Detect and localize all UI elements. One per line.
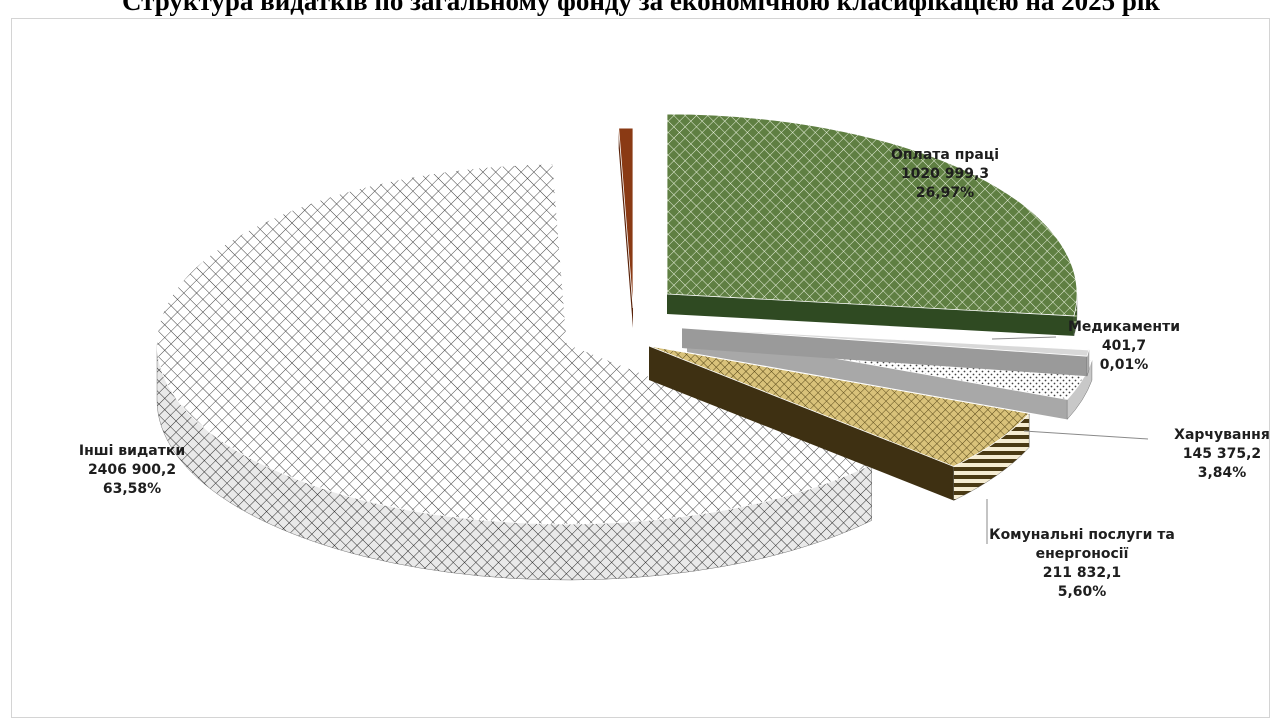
data-label-line: Медикаменти bbox=[1068, 319, 1180, 335]
chart-area: Оплата праці 1020 999,3 26,97% Медикаменти 4… bbox=[11, 18, 1270, 718]
data-label-line: 401,7 bbox=[1102, 338, 1146, 354]
pie-slice-1 bbox=[681, 327, 1090, 377]
slice-top bbox=[666, 113, 1078, 317]
chart-title: Структура видатків по загальному фонду з… bbox=[122, 0, 1160, 16]
data-label-line: 26,97% bbox=[916, 185, 974, 201]
data-label-line: Оплата праці bbox=[891, 147, 999, 163]
data-label-line: 5,60% bbox=[1058, 584, 1107, 600]
slice-wall bbox=[649, 346, 954, 501]
data-label-4: Інші видатки 2406 900,2 63,58% bbox=[79, 443, 185, 497]
slice-top bbox=[156, 163, 873, 525]
data-label-line: Інші видатки bbox=[79, 443, 185, 459]
slice-wall bbox=[667, 294, 1074, 336]
data-label-line: енергоносії bbox=[1036, 546, 1129, 562]
data-label-0: Оплата праці 1020 999,3 26,97% bbox=[891, 147, 999, 201]
slice-top bbox=[648, 345, 1030, 467]
pie-slice-4 bbox=[156, 163, 873, 581]
pie-chart: Оплата праці 1020 999,3 26,97% Медикаменти 4… bbox=[79, 113, 1270, 600]
data-label-3: Комунальні послуги та енергоносії 211 832,… bbox=[989, 527, 1175, 600]
data-label-line: 2406 900,2 bbox=[88, 462, 176, 478]
data-label-line: Харчування bbox=[1174, 427, 1270, 443]
data-label-line: Комунальні послуги та bbox=[989, 527, 1175, 543]
slice-top bbox=[618, 127, 634, 309]
pie-slice-3 bbox=[648, 345, 1030, 501]
data-label-line: 145 375,2 bbox=[1183, 446, 1261, 462]
slice-wall bbox=[682, 328, 1087, 377]
leader-line bbox=[1023, 430, 1149, 440]
slice-top bbox=[681, 327, 1090, 357]
data-label-1: Медикаменти 401,7 0,01% bbox=[1068, 319, 1180, 373]
leader-line bbox=[991, 336, 1057, 340]
pie-slice-0 bbox=[666, 113, 1078, 336]
data-label-line: 0,01% bbox=[1100, 357, 1149, 373]
data-label-line: 211 832,1 bbox=[1043, 565, 1121, 581]
data-label-2: Харчування 145 375,2 3,84% bbox=[1174, 427, 1270, 481]
pie-slice-5 bbox=[618, 127, 634, 328]
data-label-line: 1020 999,3 bbox=[901, 166, 989, 182]
data-label-line: 3,84% bbox=[1198, 465, 1247, 481]
data-label-line: 63,58% bbox=[103, 481, 161, 497]
